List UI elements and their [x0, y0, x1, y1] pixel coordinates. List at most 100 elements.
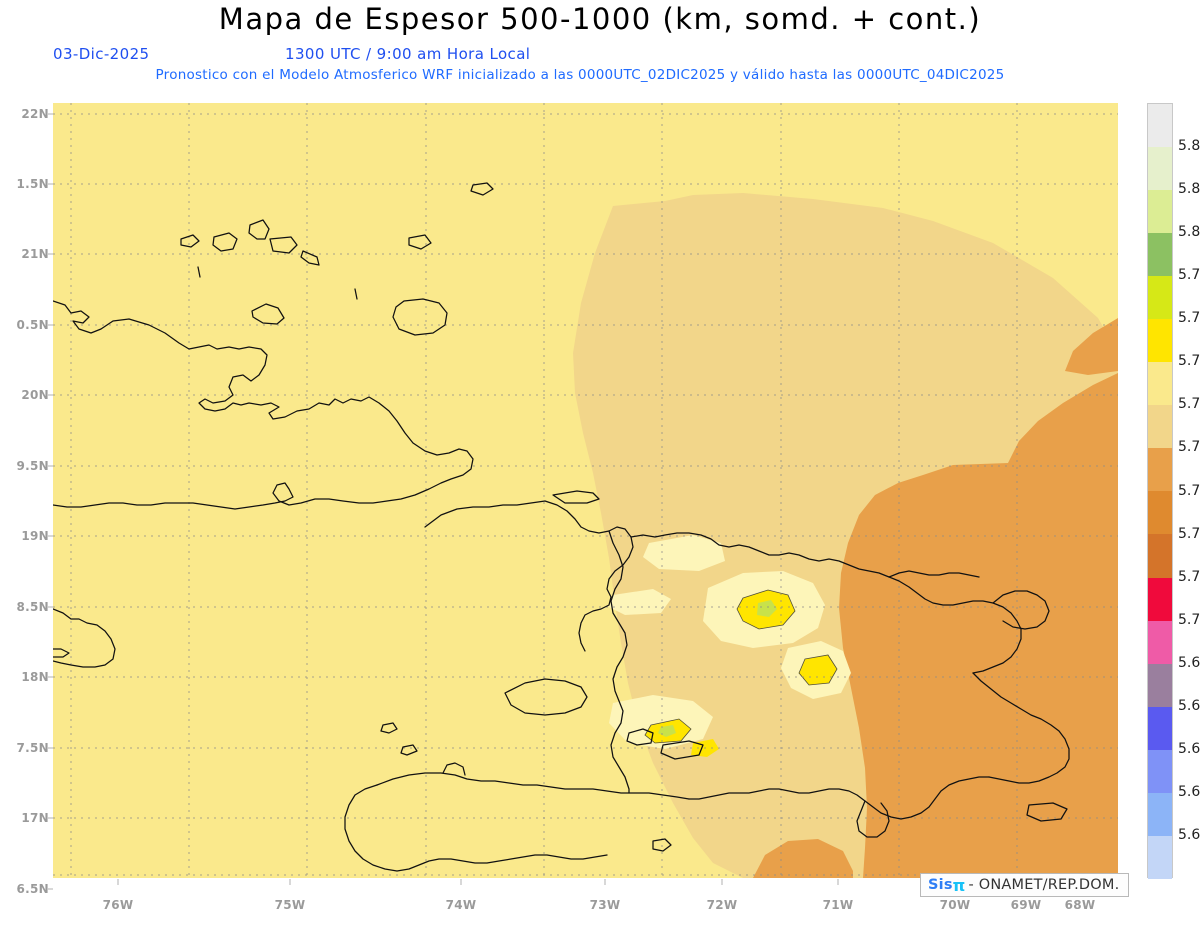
colorbar-tick-label: 5.712 — [1178, 568, 1200, 585]
ytick-20n: 20N — [21, 388, 49, 402]
colorbar-swatch — [1148, 577, 1172, 621]
coastline-inagua — [392, 298, 448, 336]
band-5772-halo-4 — [643, 535, 725, 571]
xtick-73w: 73W — [589, 898, 621, 912]
coastline-bahamas-1 — [251, 303, 285, 325]
ytick-195n: 9.5N — [16, 459, 49, 473]
colorbar[interactable] — [1147, 103, 1173, 879]
colorbar-tick-label: 5.831 — [1178, 138, 1200, 155]
colorbar-tick-label: 5.652 — [1178, 783, 1200, 800]
colorbar-swatch — [1148, 792, 1172, 836]
colorbar-tick-label: 5.736 — [1178, 482, 1200, 499]
band-5736-ne — [1065, 318, 1118, 375]
coastline-dr-east — [972, 672, 1070, 784]
xtick-mark-75w — [289, 879, 291, 885]
ytick-mark-165n — [48, 888, 53, 890]
band-5748-spot-1 — [855, 259, 881, 275]
xtick-70w: 70W — [939, 898, 971, 912]
ytick-17n: 17N — [21, 811, 49, 825]
coastline-bahamas-5 — [269, 236, 298, 254]
xtick-mark-71w — [837, 879, 839, 885]
colorbar-swatch — [1148, 147, 1172, 191]
page-title: Mapa de Espesor 500-1000 (km, somd. + co… — [218, 2, 982, 36]
coastline-jamaica — [53, 608, 116, 668]
xtick-69w: 69W — [1010, 898, 1042, 912]
forecast-time: 1300 UTC / 9:00 am Hora Local — [285, 45, 531, 63]
colorbar-swatch — [1148, 362, 1172, 406]
ytick-175n: 7.5N — [16, 741, 49, 755]
colorbar-swatch — [1148, 534, 1172, 578]
ytick-22n: 22N — [21, 107, 49, 121]
colorbar-swatch — [1148, 620, 1172, 664]
map-canvas[interactable] — [53, 103, 1118, 878]
xtick-mark-73w — [604, 879, 606, 885]
colorbar-tick-label: 5.807 — [1178, 224, 1200, 241]
ytick-205n: 0.5N — [16, 318, 49, 332]
coastline-haiti-gonave — [504, 678, 588, 716]
coastline-bahamas-8 — [408, 234, 432, 250]
xtick-74w: 74W — [445, 898, 477, 912]
coastline-bahamas-9 — [470, 182, 494, 196]
coastline-saona — [1026, 802, 1068, 822]
xtick-76w: 76W — [102, 898, 134, 912]
colorbar-swatch — [1148, 233, 1172, 277]
colorbar-swatch — [1148, 706, 1172, 750]
colorbar-tick-label: 5.676 — [1178, 697, 1200, 714]
ytick-18n: 18N — [21, 670, 49, 684]
forecast-note: Pronostico con el Modelo Atmosferico WRF… — [155, 67, 1005, 83]
colorbar-tick-label: 5.795 — [1178, 267, 1200, 284]
coastline-bahamas-6 — [300, 250, 320, 266]
coastline-lake-enriquillo — [660, 740, 704, 760]
colorbar-tick-label: 5.64 — [1178, 826, 1200, 843]
coastline-haiti-north — [424, 500, 634, 652]
colorbar-tick-label: 5.664 — [1178, 740, 1200, 757]
colorbar-swatch — [1148, 448, 1172, 492]
xtick-mark-72w — [721, 879, 723, 885]
colorbar-tick-label: 5.724 — [1178, 525, 1200, 542]
band-5736 — [839, 373, 1118, 878]
coastline-cay-1 — [180, 234, 200, 248]
band-5772-halo-3 — [609, 695, 713, 749]
colorbar-tick-label: 5.688 — [1178, 654, 1200, 671]
band-5748-spot-2 — [653, 233, 725, 255]
coastline-haiti-tortuga — [552, 490, 600, 504]
coastline-samana — [992, 590, 1050, 630]
colorbar-tick-label: 5.772 — [1178, 353, 1200, 370]
xtick-71w: 71W — [822, 898, 854, 912]
coastline-cay-south — [652, 838, 672, 852]
colorbar-tick-label: 5.819 — [1178, 181, 1200, 198]
attribution-org: - ONAMET/REP.DOM. — [968, 877, 1120, 893]
coastline-navassa — [380, 722, 398, 734]
colorbar-swatch — [1148, 276, 1172, 320]
coastline-bahamas-7 — [354, 288, 358, 300]
colorbar-tick-label: 5.748 — [1178, 439, 1200, 456]
colorbar-swatch — [1148, 491, 1172, 535]
xtick-mark-74w — [460, 879, 462, 885]
ytick-165n: 6.5N — [16, 882, 49, 896]
band-5736-s — [753, 839, 853, 878]
coastline-dr-north — [630, 532, 1022, 674]
coastline-haiti-south — [376, 772, 690, 800]
coastline-dr-south — [688, 776, 990, 820]
colorbar-tick-label: 5.7 — [1178, 611, 1200, 628]
coastline-dr-inlet — [856, 800, 890, 838]
band-5772-halo-5 — [609, 589, 671, 615]
xtick-75w: 75W — [274, 898, 306, 912]
forecast-date: 03-Dic-2025 — [53, 45, 150, 63]
colorbar-swatch — [1148, 319, 1172, 363]
pi-icon: π — [952, 875, 966, 895]
contour-lines — [644, 589, 838, 744]
coastlines — [53, 182, 1070, 872]
band-5783-core-2 — [799, 655, 837, 685]
subtitle-row: 03-Dic-2025 1300 UTC / 9:00 am Hora Loca… — [0, 45, 1160, 65]
coastline-bahamas-4 — [248, 219, 270, 240]
coastline-bahamas-3 — [212, 232, 238, 252]
colorbar-swatch — [1148, 104, 1172, 148]
colorbar-tick-label: 5.76 — [1178, 396, 1200, 413]
ytick-185n: 8.5N — [16, 600, 49, 614]
attribution-badge: Sis π - ONAMET/REP.DOM. — [920, 873, 1130, 897]
coastline-dr-ne-bay — [888, 570, 980, 578]
xtick-72w: 72W — [706, 898, 738, 912]
coastline-haiti-sw-tip — [344, 784, 608, 872]
colorbar-swatch — [1148, 405, 1172, 449]
